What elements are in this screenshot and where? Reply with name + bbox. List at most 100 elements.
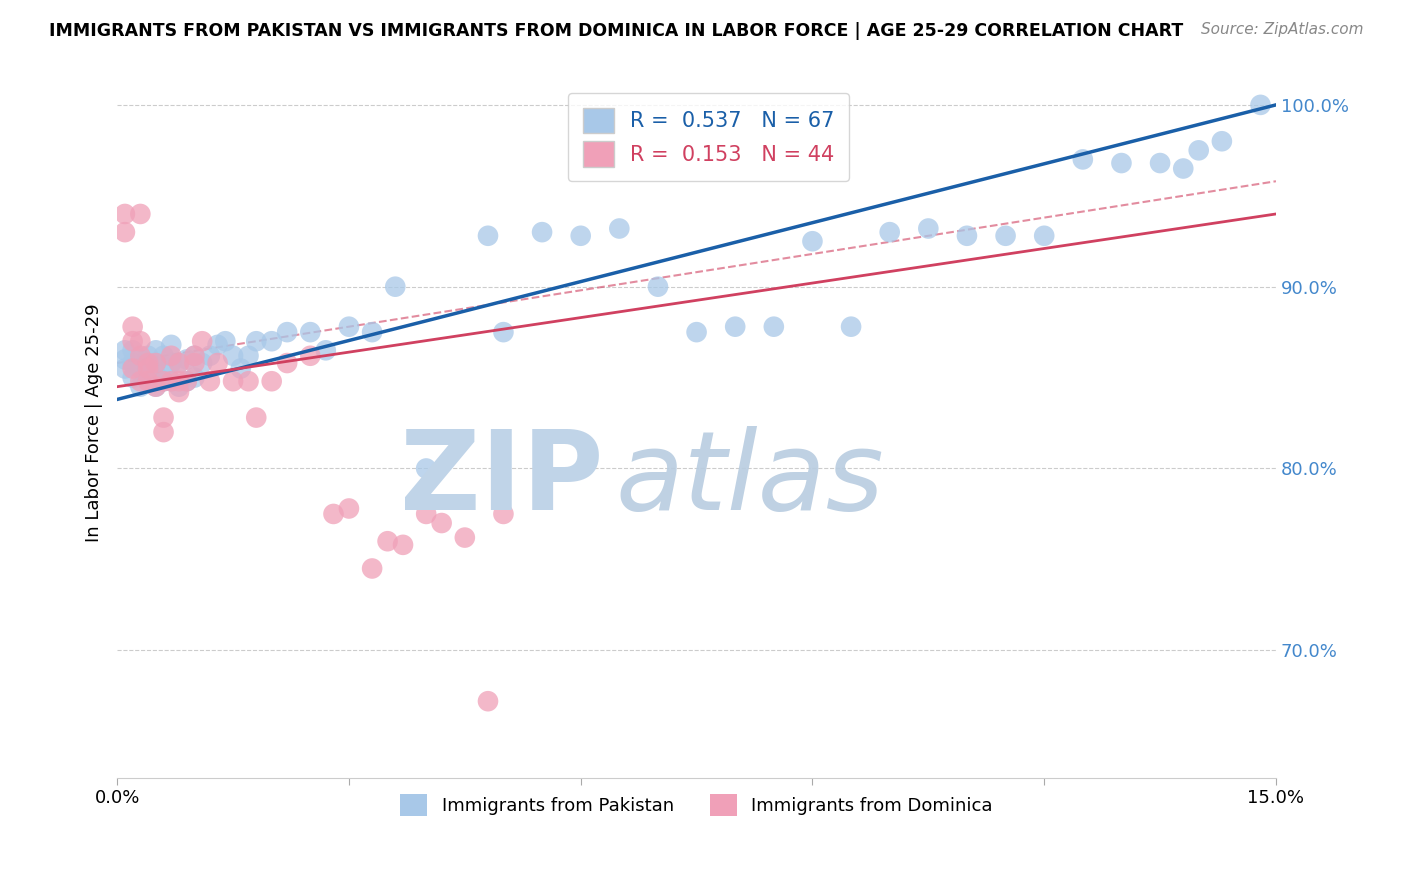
- Point: [477, 694, 499, 708]
- Point: [647, 279, 669, 293]
- Point: [136, 361, 159, 376]
- Point: [160, 349, 183, 363]
- Point: [145, 367, 167, 381]
- Point: [145, 379, 167, 393]
- Point: [839, 319, 862, 334]
- Point: [129, 349, 152, 363]
- Point: [121, 356, 143, 370]
- Point: [145, 356, 167, 370]
- Point: [136, 374, 159, 388]
- Point: [1250, 98, 1272, 112]
- Point: [762, 319, 785, 334]
- Point: [245, 410, 267, 425]
- Point: [917, 221, 939, 235]
- Point: [167, 356, 190, 370]
- Point: [238, 349, 260, 363]
- Point: [685, 325, 707, 339]
- Point: [229, 361, 252, 376]
- Point: [176, 374, 198, 388]
- Point: [607, 221, 630, 235]
- Point: [322, 507, 344, 521]
- Point: [198, 349, 221, 363]
- Point: [183, 356, 205, 370]
- Point: [160, 374, 183, 388]
- Point: [160, 374, 183, 388]
- Text: atlas: atlas: [616, 426, 884, 533]
- Point: [145, 356, 167, 370]
- Text: Source: ZipAtlas.com: Source: ZipAtlas.com: [1201, 22, 1364, 37]
- Point: [207, 338, 229, 352]
- Point: [152, 410, 174, 425]
- Point: [492, 325, 515, 339]
- Point: [531, 225, 554, 239]
- Point: [361, 325, 384, 339]
- Point: [183, 370, 205, 384]
- Point: [160, 356, 183, 370]
- Point: [167, 379, 190, 393]
- Point: [222, 374, 245, 388]
- Point: [260, 374, 283, 388]
- Point: [956, 228, 979, 243]
- Point: [152, 374, 174, 388]
- Point: [191, 356, 214, 370]
- Point: [136, 361, 159, 376]
- Point: [207, 356, 229, 370]
- Point: [183, 349, 205, 363]
- Point: [160, 338, 183, 352]
- Point: [121, 343, 143, 358]
- Point: [299, 325, 322, 339]
- Point: [114, 225, 136, 239]
- Point: [176, 352, 198, 367]
- Point: [415, 507, 437, 521]
- Point: [994, 228, 1017, 243]
- Point: [191, 334, 214, 349]
- Point: [477, 228, 499, 243]
- Point: [129, 352, 152, 367]
- Point: [879, 225, 901, 239]
- Point: [1071, 153, 1094, 167]
- Point: [167, 385, 190, 400]
- Point: [152, 359, 174, 374]
- Point: [129, 374, 152, 388]
- Point: [392, 538, 415, 552]
- Point: [299, 349, 322, 363]
- Y-axis label: In Labor Force | Age 25-29: In Labor Force | Age 25-29: [86, 304, 103, 542]
- Point: [152, 425, 174, 439]
- Point: [245, 334, 267, 349]
- Point: [136, 349, 159, 363]
- Point: [384, 279, 406, 293]
- Text: IMMIGRANTS FROM PAKISTAN VS IMMIGRANTS FROM DOMINICA IN LABOR FORCE | AGE 25-29 : IMMIGRANTS FROM PAKISTAN VS IMMIGRANTS F…: [49, 22, 1184, 40]
- Point: [1033, 228, 1056, 243]
- Point: [145, 343, 167, 358]
- Point: [1188, 144, 1211, 158]
- Text: ZIP: ZIP: [401, 426, 603, 533]
- Point: [121, 319, 143, 334]
- Point: [114, 352, 136, 367]
- Point: [222, 349, 245, 363]
- Point: [114, 361, 136, 376]
- Point: [724, 319, 747, 334]
- Point: [1173, 161, 1195, 176]
- Point: [415, 461, 437, 475]
- Point: [176, 374, 198, 388]
- Point: [129, 207, 152, 221]
- Point: [276, 325, 298, 339]
- Point: [276, 356, 298, 370]
- Point: [337, 501, 360, 516]
- Point: [198, 374, 221, 388]
- Point: [337, 319, 360, 334]
- Point: [136, 356, 159, 370]
- Point: [454, 531, 477, 545]
- Point: [214, 334, 236, 349]
- Point: [183, 349, 205, 363]
- Point: [1149, 156, 1171, 170]
- Point: [492, 507, 515, 521]
- Point: [430, 516, 453, 530]
- Point: [315, 343, 337, 358]
- Point: [361, 561, 384, 575]
- Point: [167, 374, 190, 388]
- Point: [152, 374, 174, 388]
- Point: [238, 374, 260, 388]
- Point: [1111, 156, 1133, 170]
- Point: [121, 334, 143, 349]
